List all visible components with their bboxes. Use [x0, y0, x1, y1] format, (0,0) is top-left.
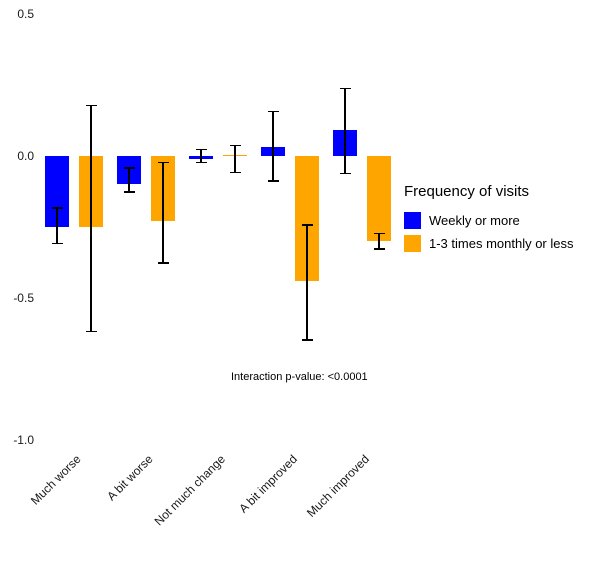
error-bar-cap	[339, 172, 351, 175]
legend-title: Frequency of visits	[404, 183, 530, 200]
error-bar-cap	[267, 180, 279, 182]
error-bar-line	[90, 104, 92, 333]
error-bar-cap	[123, 191, 135, 193]
error-bar-cap	[339, 87, 351, 90]
error-bar-cap	[157, 161, 169, 164]
y-tick-label: -1.0	[13, 433, 34, 447]
legend-item-label: 1-3 times monthly or less	[429, 236, 574, 251]
y-tick-label: 0.5	[17, 7, 34, 21]
bar	[367, 156, 391, 242]
error-bar-cap	[157, 262, 169, 264]
error-bar-cap	[373, 248, 385, 250]
x-tick-label: Much worse	[28, 452, 84, 508]
error-bar-cap	[195, 148, 207, 151]
legend-item: Weekly or more	[404, 212, 574, 229]
error-bar-cap	[301, 224, 313, 226]
error-bar-line	[344, 87, 346, 175]
x-tick-label: A bit improved	[236, 452, 300, 516]
pvalue-annotation: Interaction p-value: <0.0001	[231, 371, 368, 383]
error-bar-cap	[373, 232, 385, 235]
error-bar-line	[56, 207, 58, 245]
error-bar-cap	[229, 144, 241, 147]
y-tick-label: 0.0	[17, 149, 34, 163]
error-bar-cap	[51, 242, 63, 245]
error-bar-cap	[301, 339, 313, 341]
error-bar-cap	[229, 171, 241, 174]
x-tick-label: A bit worse	[104, 452, 156, 504]
legend-swatch	[404, 235, 421, 252]
error-bar-cap	[51, 207, 63, 209]
error-bar-cap	[85, 104, 97, 107]
error-bar-line	[128, 167, 130, 193]
error-bar-line	[378, 232, 380, 250]
error-bar-line	[162, 161, 164, 264]
error-bar-line	[272, 110, 274, 182]
x-tick-label: Much improved	[303, 452, 372, 520]
legend: Frequency of visits Weekly or more 1-3 ti…	[404, 183, 574, 258]
error-bar-cap	[267, 110, 279, 113]
legend-item-label: Weekly or more	[429, 213, 520, 228]
error-bar-cap	[85, 330, 97, 333]
legend-item: 1-3 times monthly or less	[404, 235, 574, 252]
error-bar-cap	[195, 161, 207, 164]
legend-swatch	[404, 212, 421, 229]
error-bar-line	[234, 144, 236, 174]
y-tick-label: -0.5	[13, 291, 34, 305]
error-bar-cap	[123, 167, 135, 169]
x-tick-label: Not much change	[151, 452, 228, 529]
error-bar-line	[200, 148, 202, 164]
legend-items: Weekly or more 1-3 times monthly or less	[404, 212, 574, 252]
error-bar-line	[306, 224, 308, 341]
